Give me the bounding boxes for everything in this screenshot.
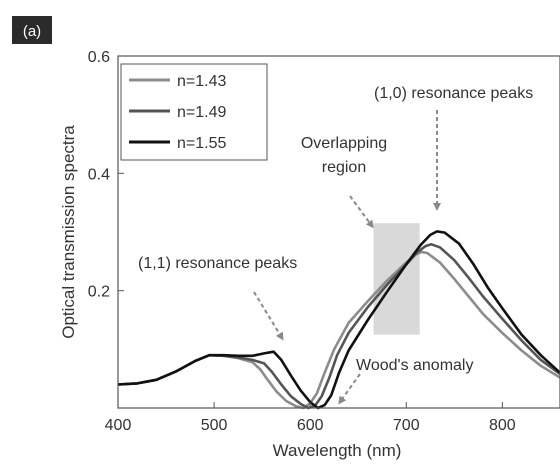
annotation-10-resonance: (1,0) resonance peaks (374, 85, 533, 102)
legend-label-n155: n=1.55 (177, 135, 226, 152)
x-tick-label: 400 (105, 417, 132, 434)
annotation-11-resonance: (1,1) resonance peaks (138, 255, 297, 272)
series-layer (117, 230, 560, 410)
y-tick-label: 0.6 (88, 49, 110, 66)
x-tick-label: 700 (393, 417, 420, 434)
y-tick-label: 0.2 (88, 284, 110, 301)
plot-frame (117, 55, 560, 409)
arrow-overlapping (349, 195, 374, 229)
x-tick-label: 500 (201, 417, 228, 434)
series-line-n143 (117, 250, 560, 410)
arrow-11-resonance (253, 291, 284, 341)
legend-label-n149: n=1.49 (177, 104, 226, 121)
x-tick-label: 600 (297, 417, 324, 434)
series-line-n155 (117, 230, 560, 410)
x-tick-label: 800 (489, 417, 516, 434)
legend-label-n143: n=1.43 (177, 73, 226, 90)
y-axis-label: Optical transmission spectra (59, 125, 78, 339)
x-axis-label: Wavelength (nm) (273, 441, 402, 460)
arrow-woods-anomaly (338, 373, 361, 405)
tick-layer: 400 500 600 700 800 0.2 0.4 0.6 (88, 49, 516, 434)
panel-label-box (12, 16, 52, 44)
annotation-woods-anomaly: Wood's anomaly (356, 357, 473, 374)
panel-label: (a) (23, 23, 41, 40)
y-tick-label: 0.4 (88, 166, 110, 183)
annotation-region: region (322, 159, 366, 176)
annotation-overlapping: Overlapping (301, 135, 387, 152)
